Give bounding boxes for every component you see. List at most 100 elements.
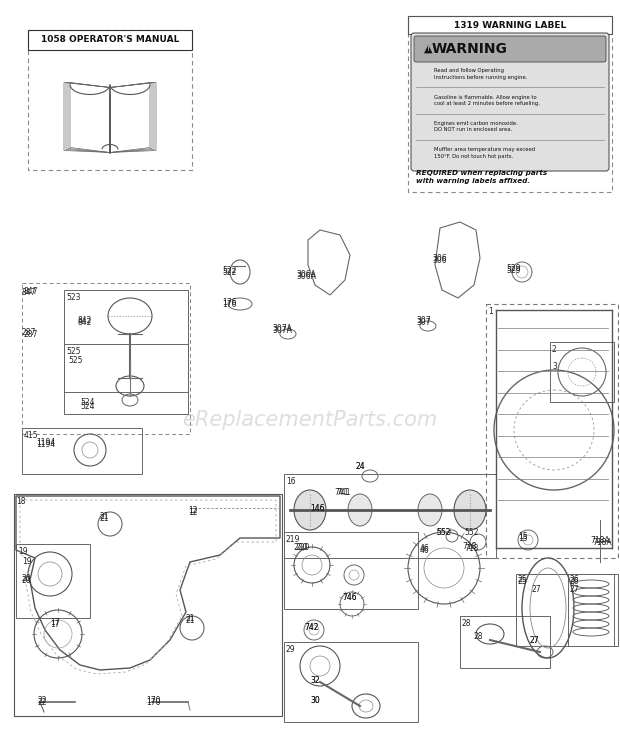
- Text: 22: 22: [38, 698, 48, 707]
- Text: 718: 718: [462, 542, 476, 551]
- Text: 170: 170: [146, 696, 161, 705]
- Bar: [64, 290, 188, 392]
- Text: 25: 25: [518, 575, 528, 584]
- Text: 19: 19: [22, 557, 32, 566]
- Text: 307A: 307A: [272, 324, 292, 333]
- Bar: [416, 62, 432, 86]
- Ellipse shape: [418, 494, 442, 526]
- Bar: [550, 342, 614, 402]
- Text: 12: 12: [188, 508, 198, 517]
- Text: 746: 746: [342, 593, 356, 602]
- Bar: [408, 16, 612, 192]
- Text: 552: 552: [436, 528, 451, 537]
- Text: 523: 523: [66, 293, 81, 302]
- Text: Muffler area temperature may exceed
150°F. Do not touch hot parts.: Muffler area temperature may exceed 150°…: [434, 147, 535, 158]
- Text: 287: 287: [22, 328, 37, 337]
- Text: 16: 16: [286, 477, 296, 486]
- Text: 26: 26: [570, 577, 580, 586]
- Text: 30: 30: [310, 696, 320, 705]
- Text: eReplacementParts.com: eReplacementParts.com: [182, 410, 438, 430]
- Text: 847: 847: [22, 288, 37, 297]
- Text: 306: 306: [432, 254, 446, 263]
- Text: 24: 24: [356, 462, 366, 471]
- Text: 22: 22: [38, 696, 48, 705]
- Ellipse shape: [348, 494, 372, 526]
- Text: 307A: 307A: [272, 326, 292, 335]
- Text: 287: 287: [24, 330, 38, 339]
- Text: 718A: 718A: [592, 538, 611, 547]
- Text: 220: 220: [294, 543, 308, 552]
- Text: 27: 27: [532, 585, 542, 594]
- Text: 522: 522: [222, 266, 236, 275]
- Text: 21: 21: [186, 614, 195, 623]
- Text: 28: 28: [474, 632, 484, 641]
- Bar: [16, 544, 90, 618]
- Text: 15: 15: [518, 532, 528, 541]
- Text: 525: 525: [66, 347, 81, 356]
- Text: Gasoline is flammable. Allow engine to
cool at least 2 minutes before refueling.: Gasoline is flammable. Allow engine to c…: [434, 94, 540, 106]
- Text: 46: 46: [420, 544, 430, 553]
- Bar: [516, 574, 618, 646]
- Bar: [14, 494, 282, 716]
- Text: 1: 1: [488, 307, 493, 316]
- Text: 29: 29: [286, 645, 296, 654]
- Text: 176: 176: [222, 300, 236, 309]
- Text: 524: 524: [80, 398, 94, 407]
- Text: 742: 742: [304, 623, 319, 632]
- Text: 741: 741: [334, 488, 348, 497]
- Text: 46: 46: [420, 546, 430, 555]
- Text: 19: 19: [18, 547, 28, 556]
- Text: 552: 552: [464, 528, 479, 537]
- Text: 842: 842: [78, 316, 92, 325]
- Text: 1058 OPERATOR'S MANUAL: 1058 OPERATOR'S MANUAL: [41, 36, 179, 45]
- Bar: [284, 474, 496, 558]
- Text: 32: 32: [310, 676, 320, 685]
- Bar: [22, 428, 142, 474]
- Text: 146: 146: [310, 504, 324, 513]
- Text: 27: 27: [530, 636, 539, 645]
- Text: 21: 21: [100, 514, 110, 523]
- Text: 219: 219: [286, 535, 300, 544]
- Text: 741: 741: [336, 488, 350, 497]
- Bar: [28, 30, 192, 50]
- Text: 2: 2: [552, 345, 557, 354]
- Text: 3: 3: [552, 362, 557, 371]
- Text: 529: 529: [506, 266, 521, 275]
- Text: 21: 21: [100, 512, 110, 521]
- Bar: [22, 283, 190, 434]
- Text: 746: 746: [342, 593, 356, 602]
- Bar: [416, 115, 432, 138]
- Text: 525: 525: [68, 356, 82, 365]
- Text: 28: 28: [462, 619, 471, 628]
- Text: 15: 15: [518, 534, 528, 543]
- Text: WARNING: WARNING: [432, 42, 508, 56]
- Text: 21: 21: [186, 616, 195, 625]
- Ellipse shape: [294, 490, 326, 530]
- Text: 26: 26: [570, 575, 580, 584]
- Bar: [64, 344, 188, 414]
- Bar: [568, 574, 614, 646]
- Text: 20: 20: [22, 574, 32, 583]
- Text: 847: 847: [24, 287, 38, 296]
- Text: 552: 552: [436, 528, 451, 537]
- Text: 1319 WARNING LABEL: 1319 WARNING LABEL: [454, 21, 566, 30]
- Text: 306A: 306A: [296, 272, 316, 281]
- Text: 20: 20: [22, 576, 32, 585]
- Bar: [416, 141, 432, 165]
- Text: 146: 146: [310, 504, 324, 513]
- Text: REQUIRED when replacing parts
with warning labels affixed.: REQUIRED when replacing parts with warni…: [416, 170, 547, 185]
- Text: 170: 170: [146, 698, 161, 707]
- Text: 306: 306: [432, 256, 446, 265]
- Bar: [284, 532, 418, 609]
- Text: Engines emit carbon monoxide.
DO NOT run in enclosed area.: Engines emit carbon monoxide. DO NOT run…: [434, 121, 518, 132]
- Bar: [416, 89, 432, 112]
- Text: 307: 307: [416, 318, 431, 327]
- Text: 12: 12: [188, 506, 198, 515]
- Text: 25: 25: [518, 577, 528, 586]
- Text: 718: 718: [464, 544, 479, 553]
- Ellipse shape: [454, 490, 486, 530]
- Text: 529: 529: [506, 264, 521, 273]
- Text: 27: 27: [570, 585, 580, 594]
- Text: 742: 742: [304, 623, 319, 632]
- Text: 27: 27: [530, 636, 539, 645]
